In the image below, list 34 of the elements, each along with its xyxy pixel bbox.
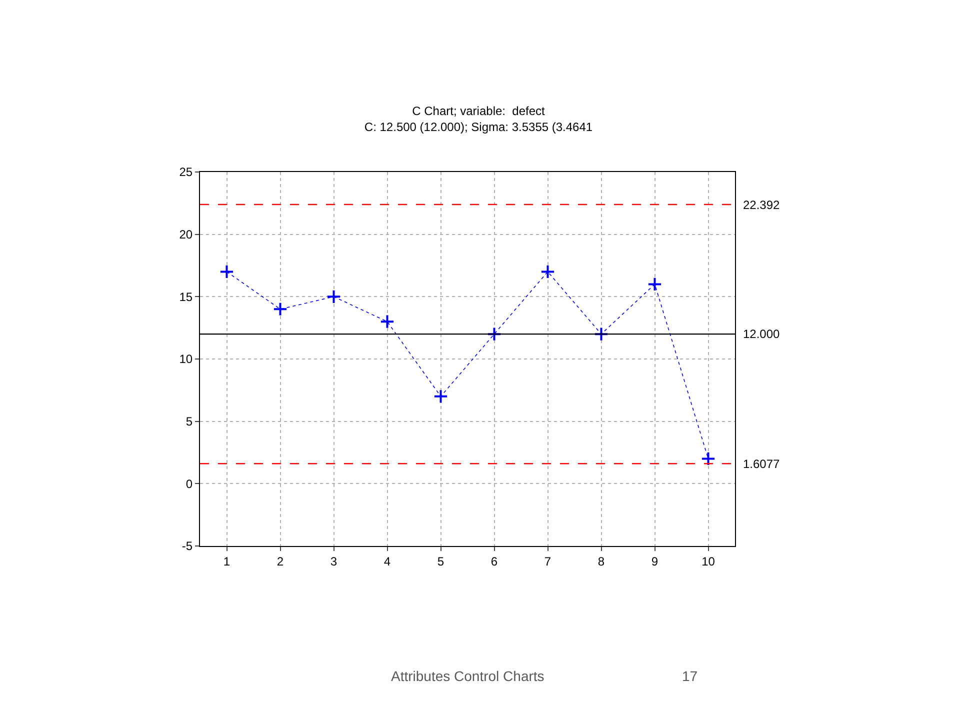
x-tick-label: 9 <box>651 554 658 568</box>
point <box>433 389 448 404</box>
chart-title: C Chart; variable: defect <box>412 104 546 118</box>
x-tick-label: 8 <box>598 554 605 568</box>
point <box>700 451 716 466</box>
text: 17 <box>682 668 698 684</box>
x-tick-label: 5 <box>437 554 444 568</box>
point <box>486 326 502 342</box>
x-tick-label: 1 <box>223 554 230 568</box>
x-tick-label: 4 <box>384 554 391 568</box>
x-tick-label: 2 <box>276 554 284 568</box>
x-tick-label: 7 <box>544 554 552 568</box>
point <box>326 289 342 304</box>
x-tick-label: 3 <box>330 554 338 568</box>
ref-line-label: 12.000 <box>743 327 780 341</box>
point <box>540 264 556 280</box>
point <box>594 326 609 342</box>
point <box>647 276 662 292</box>
y-tick-label: 15 <box>179 290 193 304</box>
x-tick-label: 10 <box>702 554 716 568</box>
x-tick-label: 6 <box>490 554 498 568</box>
y-tick-label: 5 <box>186 414 193 429</box>
point <box>380 314 395 329</box>
ref-line-label: 1.6077 <box>743 457 780 471</box>
text: Attributes Control Charts <box>391 668 544 684</box>
point <box>272 302 288 316</box>
point <box>219 264 234 280</box>
ref-line-label: 22.392 <box>743 198 780 212</box>
y-tick-label: 10 <box>179 352 193 366</box>
y-tick-label: -5 <box>182 539 193 554</box>
y-tick-label: 25 <box>179 165 193 180</box>
y-tick-label: 0 <box>186 476 193 491</box>
chart-subtitle: C: 12.500 (12.000); Sigma: 3.5355 (3.4641 <box>364 120 593 134</box>
y-tick-label: 20 <box>179 228 193 242</box>
